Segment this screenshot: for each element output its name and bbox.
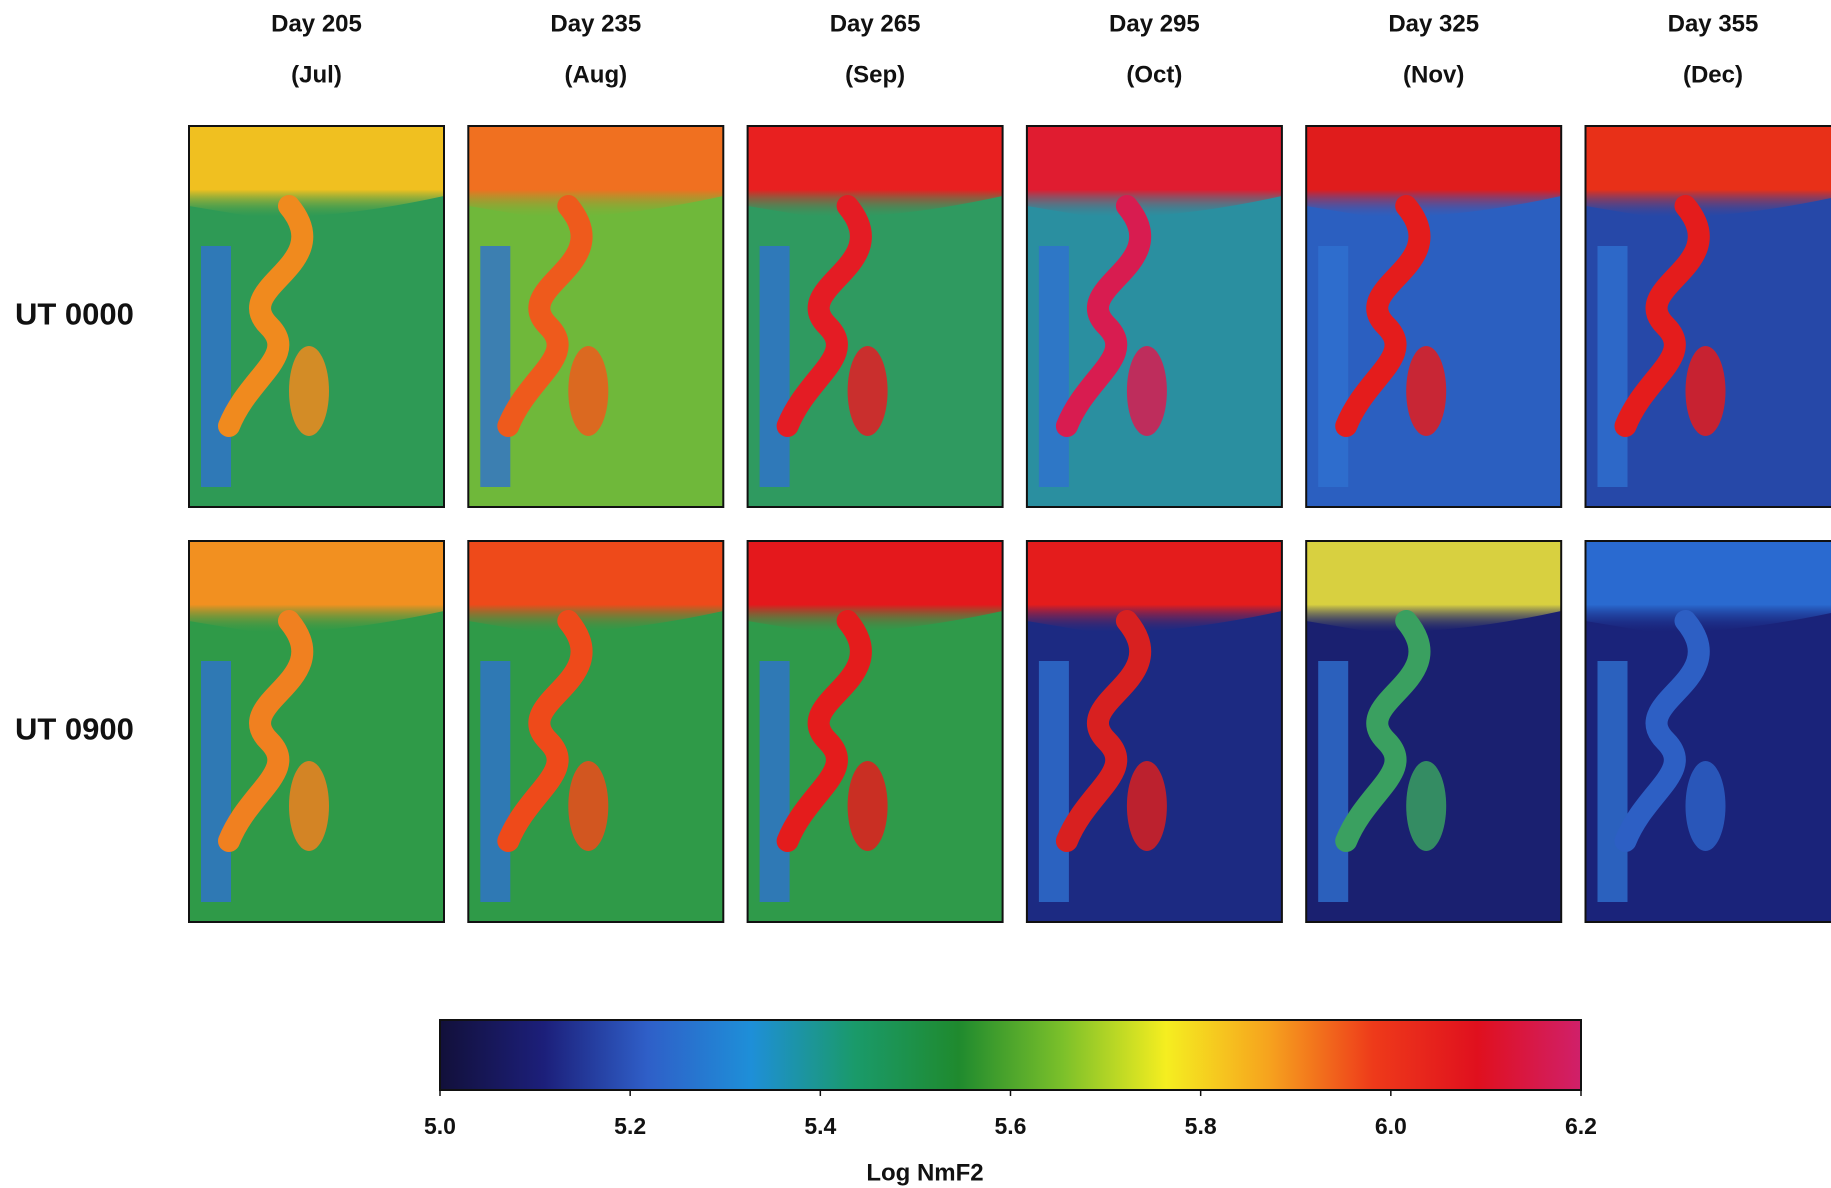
colorbar-tick-label: 6.2 xyxy=(1565,1113,1597,1139)
colorbar-tick-label: 6.0 xyxy=(1375,1113,1407,1139)
left-strip xyxy=(1318,246,1348,487)
left-strip xyxy=(201,661,231,902)
heatmap-panel xyxy=(468,541,723,922)
column-day: Day 355 xyxy=(1668,10,1759,37)
top-band xyxy=(1306,126,1561,217)
heatmap-panel xyxy=(1306,126,1561,507)
patch xyxy=(1686,761,1726,851)
patch xyxy=(1127,761,1167,851)
column-day: Day 235 xyxy=(550,10,641,37)
row-label: UT 0900 xyxy=(15,712,134,747)
page: Log NmF2 Day 205 (Jul) Day 235 (Aug) Day 265… xyxy=(0,0,1831,1188)
colorbar-tick-label: 5.2 xyxy=(614,1113,646,1139)
left-strip xyxy=(1318,661,1348,902)
heatmap-panel xyxy=(1027,541,1282,922)
figure: Log NmF2 Day 205 (Jul) Day 235 (Aug) Day 265… xyxy=(0,0,1831,1188)
row-label: UT 0000 xyxy=(15,297,134,332)
patch xyxy=(1406,761,1446,851)
heatmap-panel xyxy=(189,541,444,922)
top-band xyxy=(468,541,723,632)
colorbar-tick-label: 5.0 xyxy=(424,1113,456,1139)
left-strip xyxy=(480,661,510,902)
heatmap-panel xyxy=(748,126,1003,507)
heatmap-panel xyxy=(189,126,444,507)
patch xyxy=(568,346,608,436)
patch xyxy=(1686,346,1726,436)
patch xyxy=(289,346,329,436)
heatmap-panel xyxy=(1306,541,1561,922)
heatmap-panel xyxy=(1027,126,1282,507)
left-strip xyxy=(760,246,790,487)
column-month: (Oct) xyxy=(1126,61,1182,88)
column-day: Day 325 xyxy=(1388,10,1479,37)
column-day: Day 295 xyxy=(1109,10,1200,37)
left-strip xyxy=(201,246,231,487)
heatmap-panel xyxy=(1586,541,1831,922)
patch xyxy=(1406,346,1446,436)
column-month: (Aug) xyxy=(564,61,627,88)
top-band xyxy=(1027,541,1282,632)
top-band xyxy=(189,126,444,217)
left-strip xyxy=(1039,246,1069,487)
top-band xyxy=(748,126,1003,217)
colorbar xyxy=(440,1020,1581,1090)
column-day: Day 205 xyxy=(271,10,362,37)
colorbar-label: Log NmF2 xyxy=(866,1159,983,1186)
colorbar-tick-label: 5.6 xyxy=(995,1113,1027,1139)
column-month: (Sep) xyxy=(845,61,905,88)
top-band xyxy=(1586,126,1831,217)
top-band xyxy=(468,126,723,217)
left-strip xyxy=(480,246,510,487)
patch xyxy=(289,761,329,851)
patch xyxy=(848,761,888,851)
left-strip xyxy=(1598,661,1628,902)
heatmap-panel xyxy=(748,541,1003,922)
patch xyxy=(848,346,888,436)
left-strip xyxy=(1598,246,1628,487)
colorbar-tick-label: 5.8 xyxy=(1185,1113,1217,1139)
top-band xyxy=(1306,541,1561,632)
patch xyxy=(1127,346,1167,436)
column-month: (Nov) xyxy=(1403,61,1464,88)
column-month: (Jul) xyxy=(291,61,342,88)
patch xyxy=(568,761,608,851)
top-band xyxy=(1027,126,1282,217)
heatmap-panel xyxy=(1586,126,1831,507)
colorbar-tick-label: 5.4 xyxy=(804,1113,836,1139)
left-strip xyxy=(1039,661,1069,902)
top-band xyxy=(748,541,1003,632)
heatmap-panel xyxy=(468,126,723,507)
top-band xyxy=(1586,541,1831,632)
top-band xyxy=(189,541,444,632)
column-month: (Dec) xyxy=(1683,61,1743,88)
column-day: Day 265 xyxy=(830,10,921,37)
left-strip xyxy=(760,661,790,902)
